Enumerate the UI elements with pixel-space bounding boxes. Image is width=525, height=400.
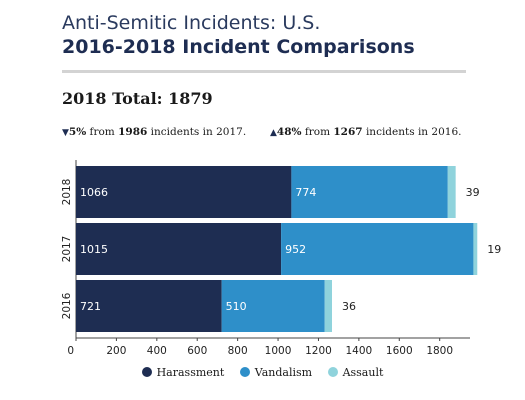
- x-tick-label-1800: 1800: [426, 345, 453, 357]
- data-label-vandalism-2017: 952: [285, 243, 306, 256]
- y-tick-label-2016: 2016: [61, 292, 73, 319]
- bar-vandalism-2017: [281, 223, 474, 275]
- stacked-bar-chart: 1066 774 39 2018 1015 952 19 2017 721 510 36 2016 0 2…: [61, 160, 501, 357]
- note-percent: 5%: [68, 126, 87, 138]
- data-label-harassment-2018: 1066: [80, 186, 108, 199]
- legend-item-assault: Assault: [327, 366, 383, 379]
- data-label-assault-2017: 19: [487, 243, 501, 256]
- y-tick-label-2018: 2018: [61, 179, 73, 206]
- bar-assault-2017: [473, 223, 478, 275]
- x-tick-label-1600: 1600: [386, 345, 413, 357]
- bar-harassment-2016: [76, 280, 222, 332]
- chart-title-line1: Anti-Semitic Incidents: U.S.: [62, 12, 321, 34]
- bar-harassment-2018: [76, 166, 292, 218]
- bar-vandalism-2016: [221, 280, 325, 332]
- harassment-swatch-icon: [141, 367, 152, 377]
- x-tick-label-600: 600: [187, 345, 207, 357]
- x-tick-label-1400: 1400: [346, 345, 373, 357]
- y-tick-label-2017: 2017: [61, 236, 73, 263]
- down-triangle-icon: ▼: [62, 128, 69, 138]
- data-label-harassment-2017: 1015: [80, 243, 108, 256]
- chart-title-line2: 2016-2018 Incident Comparisons: [62, 36, 415, 58]
- bar-assault-2016: [324, 280, 332, 332]
- chart-legend: Harassment Vandalism Assault: [0, 366, 525, 379]
- data-label-harassment-2016: 721: [80, 300, 101, 313]
- vandalism-swatch-icon: [239, 367, 250, 377]
- bar-vandalism-2018: [291, 166, 448, 218]
- change-note-2016: ▲48% from 1267 incidents in 2016.: [270, 126, 462, 138]
- up-triangle-icon: ▲: [270, 128, 277, 138]
- note-count: 1986: [118, 126, 148, 138]
- data-label-assault-2018: 39: [466, 186, 480, 199]
- data-label-assault-2016: 36: [342, 300, 356, 313]
- bar-harassment-2017: [76, 223, 282, 275]
- change-note-2017: ▼5% from 1986 incidents in 2017.: [62, 126, 247, 138]
- title-divider: [62, 70, 466, 73]
- data-label-vandalism-2018: 774: [295, 186, 316, 199]
- x-tick-label-1200: 1200: [305, 345, 332, 357]
- legend-item-vandalism: Vandalism: [239, 366, 312, 379]
- assault-swatch-icon: [327, 367, 338, 377]
- x-tick-label-800: 800: [228, 345, 248, 357]
- x-tick-label-0: 0: [67, 345, 74, 357]
- note-percent: 48%: [276, 126, 302, 138]
- total-heading: 2018 Total: 1879: [62, 89, 213, 108]
- note-count: 1267: [333, 126, 363, 138]
- x-tick-label-200: 200: [106, 345, 126, 357]
- bar-assault-2018: [447, 166, 456, 218]
- data-label-vandalism-2016: 510: [226, 300, 247, 313]
- legend-item-harassment: Harassment: [141, 366, 224, 379]
- x-tick-label-1000: 1000: [265, 345, 292, 357]
- x-tick-label-400: 400: [147, 345, 167, 357]
